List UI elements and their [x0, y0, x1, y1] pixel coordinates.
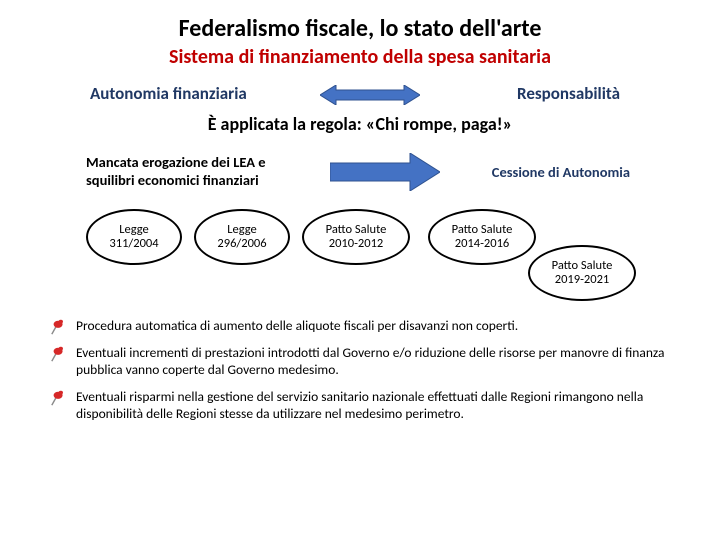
- double-arrow-icon: [320, 85, 420, 105]
- oval-line2: 2014-2016: [455, 237, 510, 251]
- list-item: Eventuali risparmi nella gestione del se…: [50, 389, 680, 423]
- bullet-text: Eventuali incrementi di prestazioni intr…: [76, 344, 664, 378]
- timeline-oval: Patto Salute2019-2021: [528, 245, 636, 301]
- oval-line1: Patto Salute: [552, 259, 613, 273]
- pushpin-icon: [50, 389, 68, 407]
- concept-responsabilita: Responsabilità: [517, 83, 620, 104]
- oval-line1: Patto Salute: [452, 223, 513, 237]
- timeline-oval: Patto Salute2010-2012: [302, 209, 410, 265]
- oval-line1: Patto Salute: [326, 223, 387, 237]
- cause-right-text: Cessione di Autonomia: [492, 163, 630, 181]
- concepts-row: Autonomia finanziaria Responsabilità: [40, 83, 680, 111]
- pushpin-icon: [50, 345, 68, 363]
- concept-autonomia: Autonomia finanziaria: [90, 83, 247, 104]
- oval-line2: 311/2004: [109, 237, 158, 251]
- cause-left-text: Mancata erogazione dei LEA e squilibri e…: [86, 153, 316, 189]
- bullet-text: Procedura automatica di aumento delle al…: [76, 317, 518, 334]
- pushpin-icon: [50, 318, 68, 336]
- ovals-timeline: Legge311/2004Legge296/2006Patto Salute20…: [40, 209, 680, 304]
- bullet-list: Procedura automatica di aumento delle al…: [40, 318, 680, 422]
- oval-line2: 2010-2012: [329, 237, 384, 251]
- bullet-text: Eventuali risparmi nella gestione del se…: [76, 388, 643, 422]
- slide-subtitle: Sistema di finanziamento della spesa san…: [40, 45, 680, 69]
- oval-line2: 296/2006: [217, 237, 266, 251]
- oval-line1: Legge: [227, 223, 256, 237]
- list-item: Eventuali incrementi di prestazioni intr…: [50, 345, 680, 379]
- timeline-oval: Legge296/2006: [194, 209, 290, 265]
- big-arrow-icon: [330, 153, 440, 191]
- slide-title: Federalismo fiscale, lo stato dell'arte: [40, 14, 680, 43]
- oval-line2: 2019-2021: [555, 273, 610, 287]
- rule-text: È applicata la regola: «Chi rompe, paga!…: [40, 113, 680, 135]
- list-item: Procedura automatica di aumento delle al…: [50, 318, 680, 335]
- oval-line1: Legge: [119, 223, 148, 237]
- cause-row: Mancata erogazione dei LEA e squilibri e…: [40, 153, 680, 203]
- timeline-oval: Legge311/2004: [86, 209, 182, 265]
- timeline-oval: Patto Salute2014-2016: [428, 209, 536, 265]
